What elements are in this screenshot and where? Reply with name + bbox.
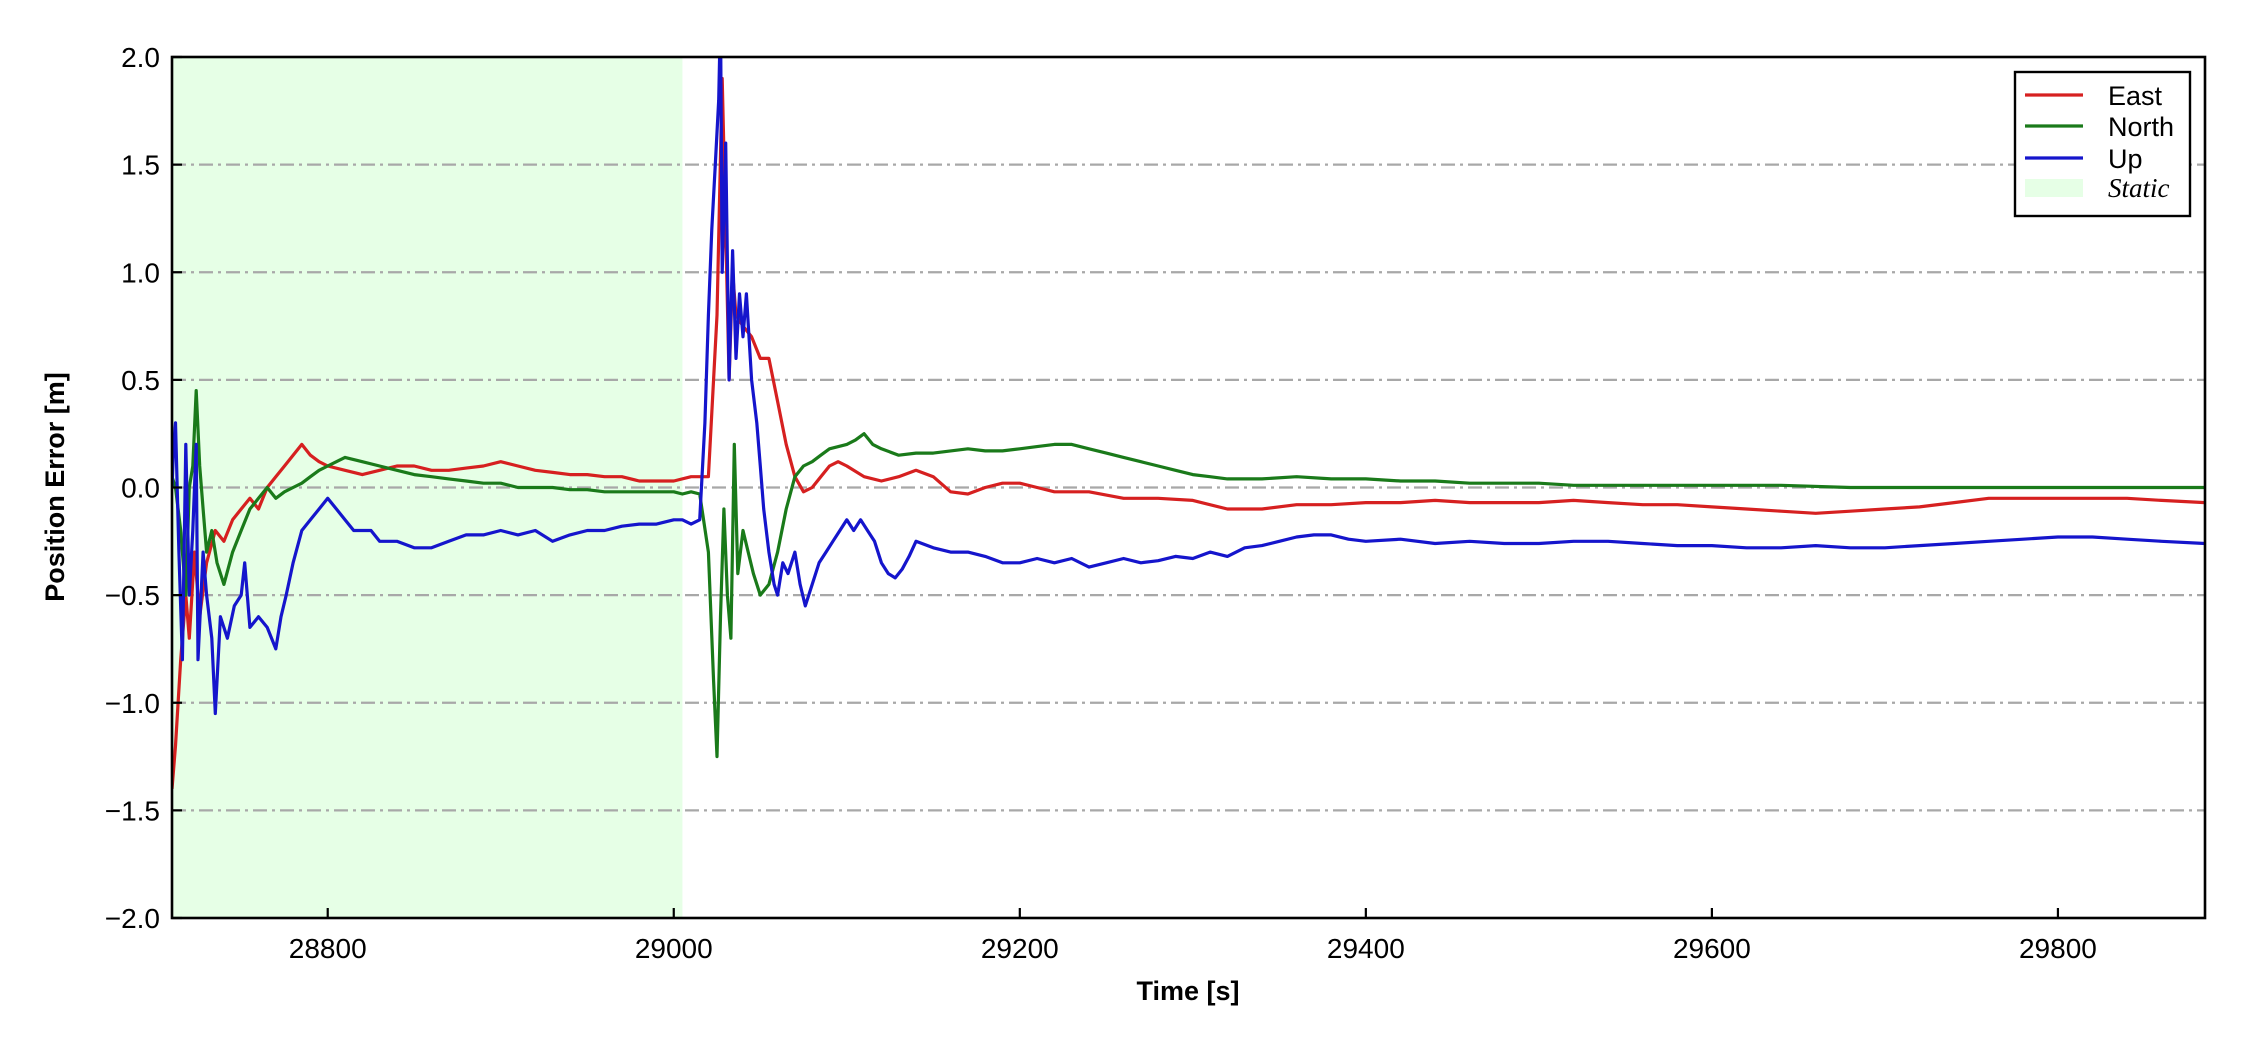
y-tick-label: −1.0 [105, 688, 160, 719]
y-tick-label: 1.5 [121, 150, 160, 181]
y-tick-label: −2.0 [105, 903, 160, 934]
legend-static-label: Static [2108, 173, 2170, 203]
y-tick-label: 0.0 [121, 473, 160, 504]
x-tick-label: 28800 [289, 933, 367, 964]
series-line-east [172, 76, 2205, 790]
x-tick-label: 29600 [1673, 933, 1751, 964]
y-axis-title: Position Error [m] [40, 372, 70, 602]
y-tick-label: −1.5 [105, 795, 160, 826]
y-tick-label: −0.5 [105, 580, 160, 611]
y-tick-label: 0.5 [121, 365, 160, 396]
series-layer [172, 57, 2205, 790]
tick-layer: 28800 29000 29200 29400 29600 29800 −2.0 −1.5 −1… [105, 42, 2097, 964]
y-tick-label: 2.0 [121, 42, 160, 73]
legend-north-label: North [2108, 112, 2174, 142]
series-line-north [172, 389, 2205, 759]
legend-east-label: East [2108, 81, 2163, 111]
legend: East North Up Static [2013, 70, 2192, 218]
x-tick-label: 29800 [2019, 933, 2097, 964]
legend-up-label: Up [2108, 144, 2143, 174]
x-tick-label: 29000 [635, 933, 713, 964]
x-tick-label: 29200 [981, 933, 1059, 964]
y-tick-label: 1.0 [121, 257, 160, 288]
series-line-up [172, 57, 2205, 716]
x-axis-title: Time [s] [1136, 976, 1239, 1006]
x-tick-label: 29400 [1327, 933, 1405, 964]
legend-static-swatch [2025, 179, 2083, 197]
